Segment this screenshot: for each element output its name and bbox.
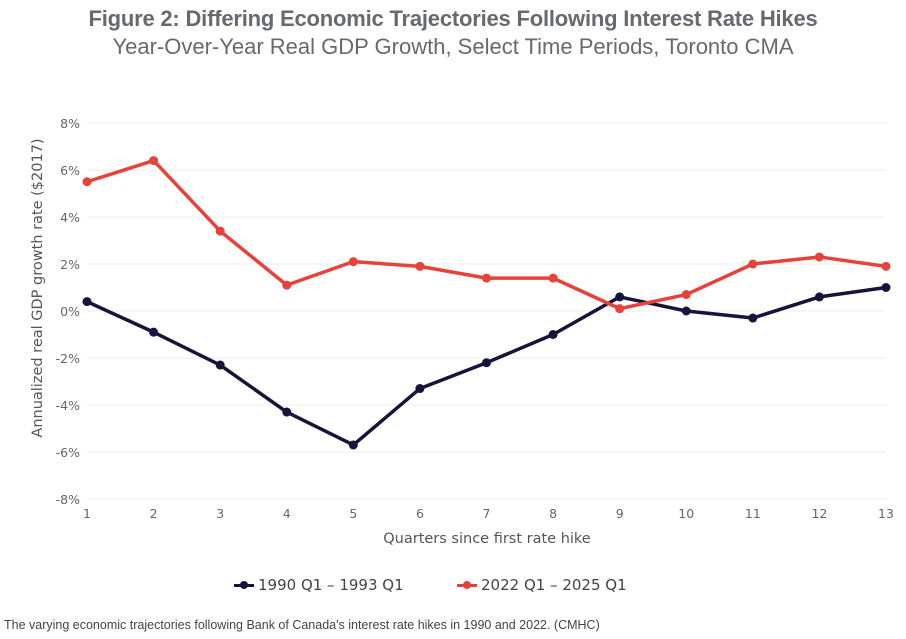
legend-marker-icon xyxy=(457,580,477,590)
y-tick-label: 4% xyxy=(60,210,80,225)
chart-title: Figure 2: Differing Economic Trajectorie… xyxy=(88,6,818,31)
y-tick-label: 6% xyxy=(60,163,80,178)
series-line xyxy=(86,158,887,311)
legend-label: 2022 Q1 – 2025 Q1 xyxy=(481,576,627,594)
x-tick-label: 11 xyxy=(745,506,761,521)
data-point[interactable] xyxy=(282,407,292,417)
data-point[interactable] xyxy=(348,257,358,267)
data-point[interactable] xyxy=(149,327,159,337)
x-tick-label: 12 xyxy=(811,506,827,521)
data-point[interactable] xyxy=(348,440,358,450)
data-point[interactable] xyxy=(548,330,558,339)
x-tick-label: 6 xyxy=(416,506,424,521)
data-point[interactable] xyxy=(215,360,225,370)
x-tick-label: 5 xyxy=(349,506,357,521)
x-axis-label: Quarters since first rate hike xyxy=(383,531,591,547)
data-point[interactable] xyxy=(215,226,225,236)
y-axis-label: Annualized real GDP growth rate ($2017) xyxy=(30,138,46,437)
y-tick-label: 8% xyxy=(60,116,80,131)
y-tick-label: 0% xyxy=(60,304,80,319)
legend: 1990 Q1 – 1993 Q1 2022 Q1 – 2025 Q1 xyxy=(0,576,906,598)
data-point[interactable] xyxy=(748,313,758,323)
data-point[interactable] xyxy=(681,306,691,316)
y-tick-label: -4% xyxy=(56,398,80,413)
data-point[interactable] xyxy=(881,283,891,292)
figure-caption: The varying economic trajectories follow… xyxy=(4,618,600,632)
y-tick-label: 2% xyxy=(60,257,80,272)
y-tick-label: -6% xyxy=(56,445,80,460)
series-2022 xyxy=(82,156,891,314)
data-point[interactable] xyxy=(681,290,691,300)
y-tick-label: -8% xyxy=(56,492,80,507)
data-point[interactable] xyxy=(814,292,824,302)
gridlines xyxy=(87,122,886,500)
y-axis-ticks: 8% 6% 4% 2% 0% -2% -4% -6% -8% xyxy=(56,116,80,507)
data-point[interactable] xyxy=(282,280,292,290)
series-1990 xyxy=(82,283,891,450)
data-point[interactable] xyxy=(615,304,625,314)
legend-label: 1990 Q1 – 1993 Q1 xyxy=(258,576,404,594)
data-point[interactable] xyxy=(548,273,558,283)
x-tick-label: 9 xyxy=(616,506,624,521)
data-point[interactable] xyxy=(881,261,891,271)
x-tick-label: 13 xyxy=(878,506,894,521)
line-chart: 8%6%4%2%0%-2%-4%-6%-8% 1 2 3 4 5 6 7 8 9 10 11 12 13… xyxy=(30,116,894,547)
series-group xyxy=(82,156,891,450)
x-tick-label: 7 xyxy=(483,506,491,521)
data-point[interactable] xyxy=(748,259,758,269)
data-point[interactable] xyxy=(615,292,625,302)
x-tick-label: 1 xyxy=(83,506,91,521)
data-point[interactable] xyxy=(149,156,159,166)
y-tick-label: -2% xyxy=(56,351,80,366)
data-point[interactable] xyxy=(82,297,92,307)
x-axis-ticks: 1 2 3 4 5 6 7 8 9 10 11 12 13 xyxy=(83,506,894,521)
x-tick-label: 3 xyxy=(216,506,224,521)
legend-item-1990[interactable]: 1990 Q1 – 1993 Q1 xyxy=(234,576,404,594)
x-tick-label: 8 xyxy=(549,506,557,521)
x-tick-label: 2 xyxy=(150,506,158,521)
data-point[interactable] xyxy=(814,252,824,262)
legend-item-2022[interactable]: 2022 Q1 – 2025 Q1 xyxy=(457,576,627,594)
x-tick-label: 4 xyxy=(283,506,291,521)
data-point[interactable] xyxy=(482,273,491,283)
data-point[interactable] xyxy=(482,358,491,368)
x-tick-label: 10 xyxy=(678,506,694,521)
legend-marker-icon xyxy=(234,580,254,590)
chart-subtitle: Year-Over-Year Real GDP Growth, Select T… xyxy=(112,34,794,59)
data-point[interactable] xyxy=(415,384,425,394)
data-point[interactable] xyxy=(415,261,425,271)
data-point[interactable] xyxy=(82,177,92,187)
